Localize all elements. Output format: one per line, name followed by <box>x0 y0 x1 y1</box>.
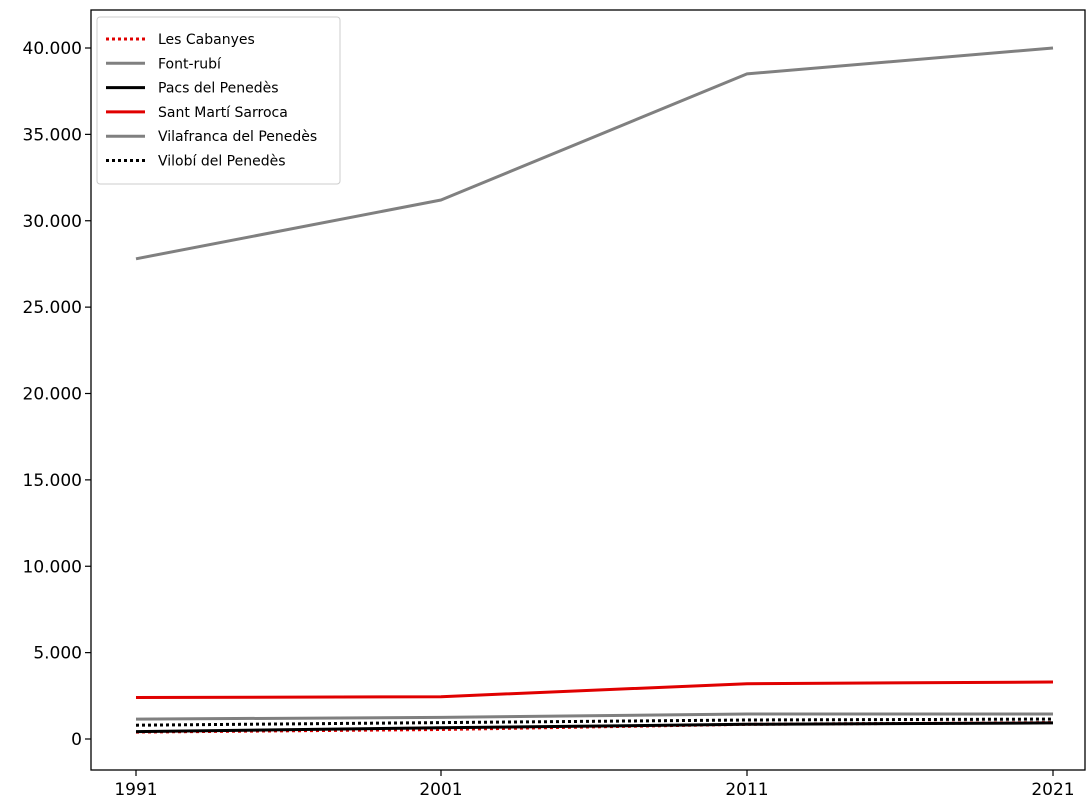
legend-label: Vilafranca del Penedès <box>158 129 317 145</box>
y-tick-label: 15.000 <box>23 471 82 491</box>
legend-label: Vilobí del Penedès <box>158 154 286 170</box>
y-tick-label: 20.000 <box>23 385 82 405</box>
y-tick-label: 5.000 <box>33 644 82 664</box>
y-tick-label: 30.000 <box>23 212 82 232</box>
series-lines <box>135 46 1054 734</box>
series-line-vilob-del-pened-s <box>135 717 1054 727</box>
legend: Les Cabanyes Font-rubí Pacs del Penedès San… <box>96 16 341 185</box>
series-line-vilafranca-del-pened-s <box>135 712 1053 721</box>
legend-label: Pacs del Penedès <box>158 81 279 97</box>
legend-box <box>96 16 341 185</box>
plot-frame <box>90 9 1086 771</box>
legend-label: Les Cabanyes <box>158 32 255 48</box>
series-line-sant-mart-sarroca <box>135 680 1054 699</box>
x-tick-label: 2001 <box>419 780 462 799</box>
y-tick-label: 10.000 <box>23 557 82 577</box>
y-axis: 0 5.000 10.000 15.000 20.000 25.000 30.000 35.0… <box>23 39 91 750</box>
x-tick-label: 1991 <box>114 780 157 799</box>
legend-label: Sant Martí Sarroca <box>158 105 288 121</box>
x-axis: 1991 2001 2011 2021 <box>114 770 1075 799</box>
series-line-font-rub- <box>135 46 1054 261</box>
y-tick-label: 35.000 <box>23 125 82 145</box>
y-tick-label: 0 <box>71 730 82 750</box>
y-tick-label: 25.000 <box>23 298 82 318</box>
x-tick-label: 2011 <box>725 780 768 799</box>
x-tick-label: 2021 <box>1031 780 1074 799</box>
legend-label: Font-rubí <box>158 56 222 72</box>
y-tick-label: 40.000 <box>23 39 82 59</box>
series-line-pacs-del-pened-s <box>135 721 1054 734</box>
